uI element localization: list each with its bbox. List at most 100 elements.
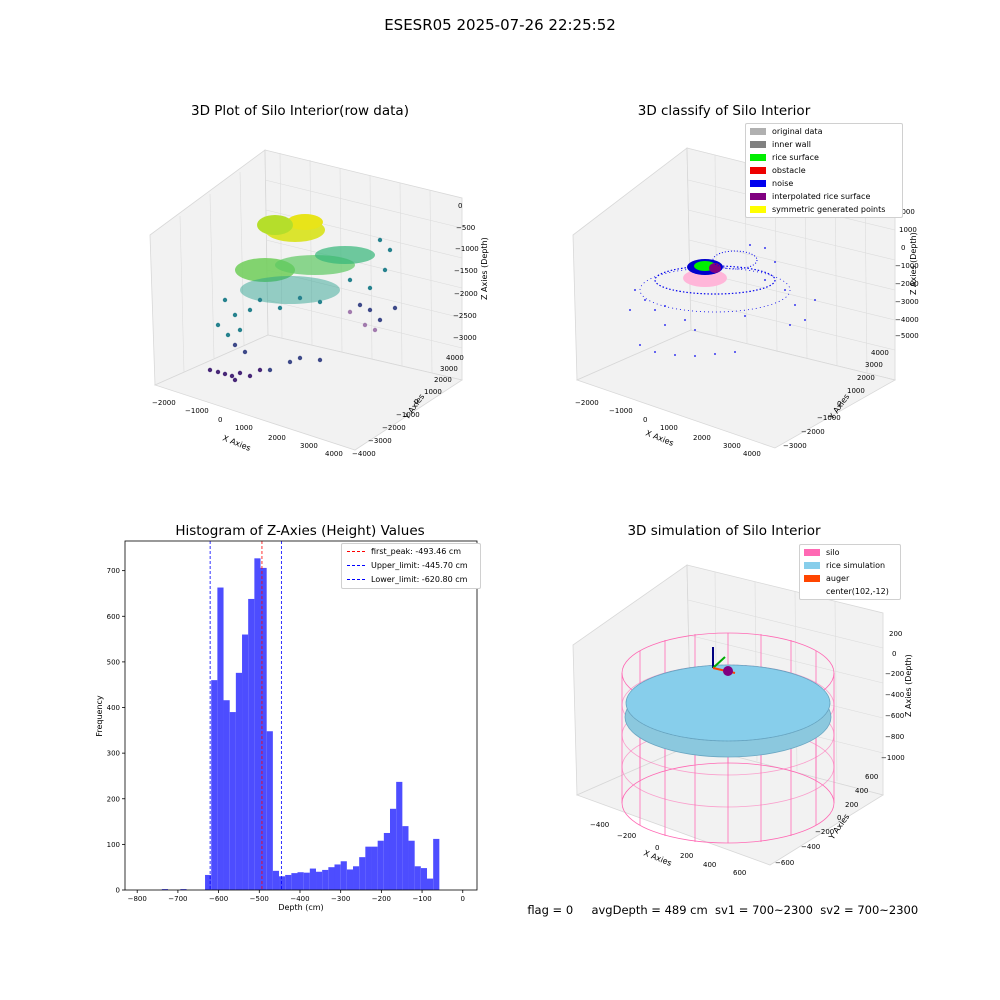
histogram-bar xyxy=(217,587,224,890)
legend-label: center(102,-12) xyxy=(826,587,889,596)
classify-xtick: 4000 xyxy=(743,450,761,458)
simulation-xtick: 400 xyxy=(703,861,716,869)
simulation-ytick: −600 xyxy=(775,859,794,867)
legend-color-swatch xyxy=(750,205,766,213)
classify-3d-plot: −2000 −1000 0 1000 2000 3000 4000 −3000 … xyxy=(572,147,919,458)
simulation-legend-entry: rice simulation xyxy=(803,559,897,572)
histogram-xlabel: Depth (cm) xyxy=(278,903,323,912)
classify-xtick: −2000 xyxy=(575,399,599,407)
histogram-bar xyxy=(420,868,428,890)
simulation-ytick: 600 xyxy=(865,773,878,781)
status-line: flag = 0 avgDepth = 489 cm sv1 = 700~230… xyxy=(520,889,918,917)
histogram-ytick-label: 500 xyxy=(107,658,120,666)
histogram-ytick-label: 100 xyxy=(107,841,120,849)
raw-xtick: 4000 xyxy=(325,450,343,458)
histogram-bar xyxy=(346,869,354,890)
simulation-legend-entry: silo xyxy=(803,546,897,559)
raw-xtick: −1000 xyxy=(185,407,209,415)
legend-color-swatch xyxy=(750,127,766,135)
simulation-xtick: 600 xyxy=(733,869,746,877)
legend-color-swatch xyxy=(804,574,820,582)
histogram-bar xyxy=(254,558,261,890)
raw-xtick: −2000 xyxy=(152,399,176,407)
legend-color-swatch xyxy=(804,588,820,595)
simulation-legend-entry: center(102,-12) xyxy=(803,585,897,598)
histogram-bar xyxy=(408,840,415,890)
histogram-bar xyxy=(161,889,169,890)
histogram-legend: first_peak: -493.46 cm Upper_limit: -445.… xyxy=(341,543,481,589)
simulation-ytick: 0 xyxy=(837,814,841,822)
histogram-ylabel: Frequency xyxy=(95,695,104,737)
figure-suptitle: ESESR05 2025-07-26 22:25:52 xyxy=(384,16,616,34)
histogram-bar xyxy=(285,874,292,890)
simulation-xtick: 0 xyxy=(655,844,659,852)
legend-label: original data xyxy=(772,127,823,136)
histogram-ytick-label: 600 xyxy=(107,613,120,621)
histogram-bar xyxy=(242,634,249,890)
raw-floor-pane xyxy=(153,334,464,451)
histogram-yticks: 0 100 200 300 400 500 600 700 xyxy=(107,567,125,895)
simulation-ztick: 200 xyxy=(889,630,902,638)
auger-marker xyxy=(712,647,736,676)
simulation-xtick: 200 xyxy=(680,852,693,860)
classify-legend-entry: noise xyxy=(749,177,899,190)
histogram-bar xyxy=(334,864,341,890)
legend-label: noise xyxy=(772,179,794,188)
histogram-bar xyxy=(322,869,329,890)
raw-ztick: −1000 xyxy=(455,245,479,253)
classify-ytick: −2000 xyxy=(801,428,825,436)
histogram-bar xyxy=(297,872,304,890)
status-flag: flag = 0 xyxy=(527,903,574,917)
classify-ytick: −1000 xyxy=(817,414,841,422)
classify-ztick: 0 xyxy=(901,244,905,252)
legend-label: Lower_limit: -620.80 cm xyxy=(371,575,468,584)
raw-xtick: 3000 xyxy=(300,442,318,450)
legend-label: rice simulation xyxy=(826,561,886,570)
status-sv1: sv1 = 700~2300 xyxy=(715,903,813,917)
histogram-bar xyxy=(266,731,273,890)
legend-color-swatch xyxy=(750,192,766,200)
raw-ytick: −4000 xyxy=(352,450,376,458)
raw-xtick: 0 xyxy=(218,416,222,424)
histogram-frame xyxy=(124,540,478,891)
histogram-bar xyxy=(223,700,230,890)
legend-label: inner wall xyxy=(772,140,812,149)
histogram-bar xyxy=(328,867,335,890)
histogram-ytick-label: 200 xyxy=(107,795,120,803)
histogram-xtick-label: 0 xyxy=(461,895,465,903)
histogram-legend-entry: Upper_limit: -445.70 cm xyxy=(345,559,477,573)
classify-plot-title: 3D classify of Silo Interior xyxy=(637,103,811,119)
legend-label: obstacle xyxy=(772,166,806,175)
rice-simulation-surface xyxy=(624,664,832,758)
histogram-xtick-label: −800 xyxy=(128,895,147,903)
raw-ztick: −1500 xyxy=(454,267,478,275)
histogram-bar xyxy=(235,672,243,890)
histogram-bars xyxy=(161,558,440,890)
legend-line-swatch xyxy=(347,551,365,552)
raw-ytick: 4000 xyxy=(446,354,464,362)
legend-label: auger xyxy=(826,574,850,583)
histogram-bar xyxy=(426,878,434,890)
status-sv2: sv2 = 700~2300 xyxy=(820,903,919,917)
histogram-bar xyxy=(260,567,267,890)
simulation-ztick: −400 xyxy=(885,691,904,699)
legend-color-swatch xyxy=(750,140,766,148)
classify-ztick: 2000 xyxy=(897,208,915,216)
raw-ytick: 0 xyxy=(414,398,418,406)
histogram-reference-lines xyxy=(209,541,282,890)
histogram-xtick-label: −200 xyxy=(372,895,391,903)
legend-color-swatch xyxy=(750,166,766,174)
histogram-ytick-label: 300 xyxy=(107,750,120,758)
raw-point-cloud xyxy=(207,214,398,383)
classify-ztick: −4000 xyxy=(895,316,919,324)
histogram-bar xyxy=(389,808,397,890)
histogram-bar xyxy=(303,872,310,890)
simulation-legend: silo rice simulation auger center(102,-12) xyxy=(799,544,901,600)
simulation-plot-title: 3D simulation of Silo Interior xyxy=(627,523,821,539)
raw-xlabel: X Axies xyxy=(221,434,252,453)
raw-axis-ticks: −2000 −1000 0 1000 2000 3000 4000 −4000 … xyxy=(152,202,479,458)
classify-ytick: 3000 xyxy=(865,361,883,369)
histogram-xtick-label: −600 xyxy=(209,895,228,903)
histogram-bar xyxy=(248,598,255,890)
legend-label: first_peak: -493.46 cm xyxy=(371,547,462,556)
